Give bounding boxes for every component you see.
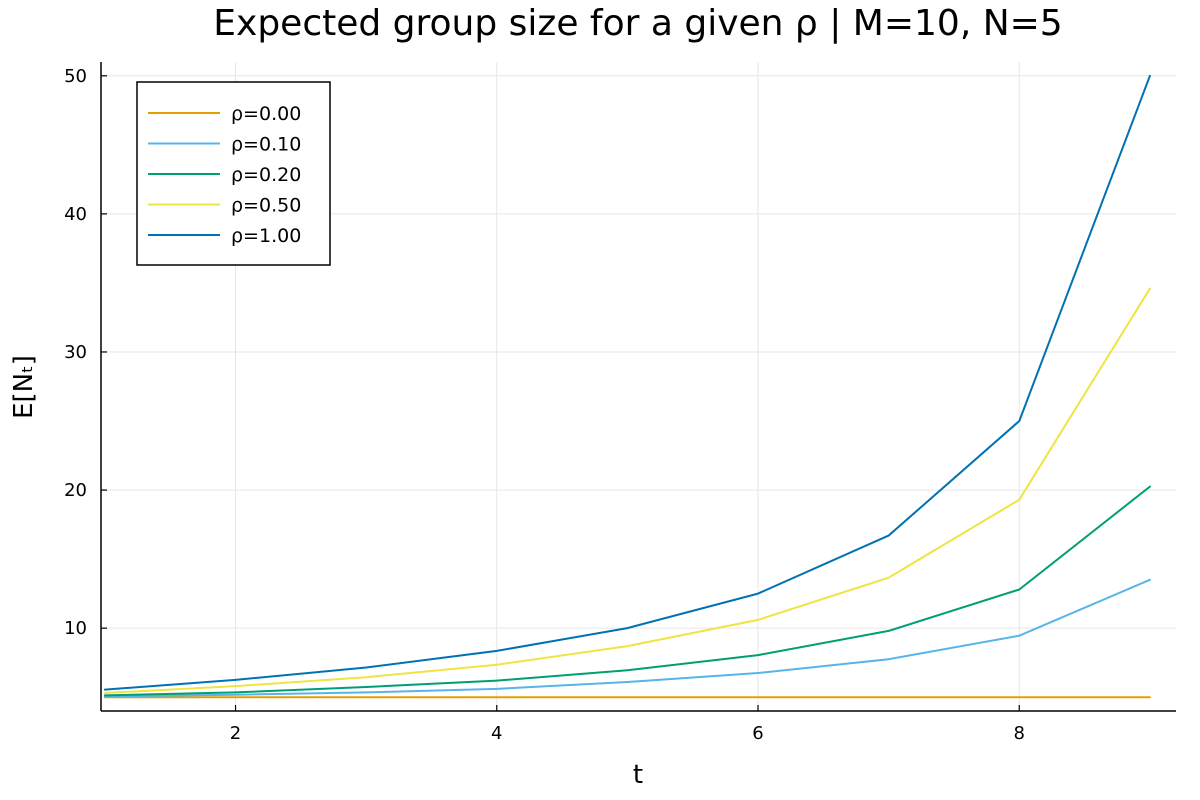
series-line-4: [103, 74, 1151, 691]
axes: [100, 62, 1176, 712]
y-tick-label: 50: [64, 66, 87, 87]
legend: ρ=0.00 ρ=0.10 ρ=0.20 ρ=0.50 ρ=1.00: [136, 81, 331, 266]
chart-title: Expected group size for a given ρ | M=10…: [213, 3, 1062, 44]
x-tick-label: 8: [1014, 723, 1025, 744]
y-tick-label: 10: [64, 618, 87, 639]
y-axis-title: E[Nₜ]: [9, 355, 39, 419]
series-line-3: [103, 287, 1151, 694]
y-tick-label: 20: [64, 480, 87, 501]
x-tick-label: 2: [230, 723, 241, 744]
x-axis-title: t: [633, 760, 643, 790]
x-tick-label: 4: [491, 723, 502, 744]
x-ticks: 2 4 6 8: [230, 705, 1025, 744]
series-line-2: [103, 485, 1151, 697]
series-line-1: [103, 578, 1151, 698]
legend-label-1: ρ=0.10: [231, 134, 301, 156]
series-lines: [103, 74, 1151, 699]
legend-label-3: ρ=0.50: [231, 195, 301, 217]
legend-label-0: ρ=0.00: [231, 103, 301, 125]
y-tick-label: 40: [64, 204, 87, 225]
y-tick-label: 30: [64, 342, 87, 363]
y-ticks: 10 20 30 40 50: [64, 66, 107, 639]
x-tick-label: 6: [752, 723, 763, 744]
legend-label-4: ρ=1.00: [231, 225, 301, 247]
legend-label-2: ρ=0.20: [231, 164, 301, 186]
